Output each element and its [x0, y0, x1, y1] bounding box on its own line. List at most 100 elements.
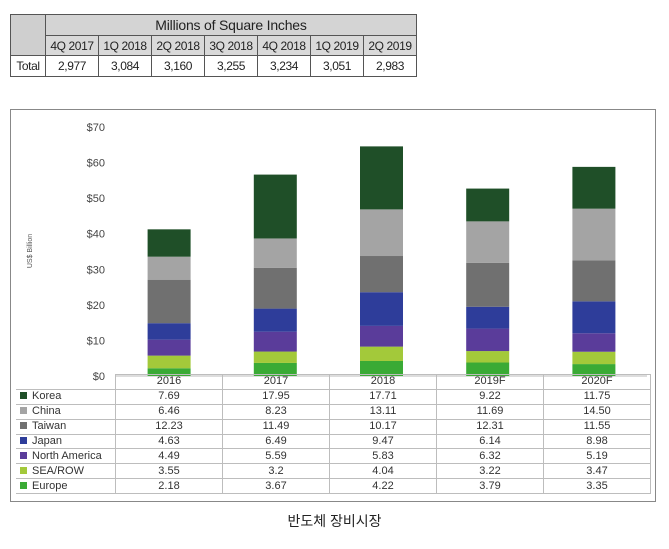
category-label: 2019F [436, 374, 544, 390]
quarterly-table: Millions of Square Inches 4Q 2017 1Q 2018… [10, 14, 417, 77]
row-label: Total [10, 55, 46, 77]
data-value-cell: 17.71 [329, 388, 437, 405]
bar-segment-japan [360, 292, 403, 326]
data-value-cell: 5.83 [329, 448, 437, 465]
bar-segment-north-america [147, 339, 191, 356]
total-value-cell: 2,977 [45, 55, 99, 77]
data-value-cell: 8.23 [222, 403, 330, 420]
data-value-cell: 11.55 [543, 418, 651, 435]
legend-entry: North America [16, 448, 116, 465]
legend-swatch [20, 481, 27, 489]
legend-label: Japan [32, 435, 62, 447]
quarter-header-cell: 1Q 2018 [98, 35, 152, 56]
bar-segment-taiwan [253, 267, 297, 309]
category-label: 2017 [222, 374, 330, 390]
bar-segment-korea [253, 174, 297, 239]
bar-segment-north-america [360, 325, 403, 347]
data-value-cell: 6.46 [115, 403, 223, 420]
bar-segment-europe [466, 362, 510, 376]
total-value-cell: 3,084 [98, 55, 152, 77]
bar-segment-taiwan [360, 256, 403, 293]
bar-segment-china [360, 209, 403, 257]
y-tick-label: $10 [87, 335, 105, 347]
bar-segment-taiwan [466, 262, 510, 307]
quarter-header-cell: 3Q 2018 [204, 35, 258, 56]
quarter-header-cell: 4Q 2017 [45, 35, 99, 56]
data-value-cell: 11.69 [436, 403, 544, 420]
legend-entry: China [16, 403, 116, 420]
bar-segment-japan [253, 308, 297, 332]
y-axis-label: US$ Billion [27, 234, 34, 268]
legend-label: SEA/ROW [32, 464, 84, 477]
data-value-cell: 12.23 [115, 418, 223, 435]
legend-swatch [20, 466, 27, 474]
bar-segment-china [147, 256, 191, 280]
data-value-cell: 6.49 [222, 433, 330, 450]
data-value-cell: 4.63 [115, 433, 223, 450]
data-value-cell: 6.14 [436, 433, 544, 450]
data-value-cell: 12.31 [436, 418, 544, 435]
category-label: 2016 [115, 374, 223, 390]
bar-segment-sea-row [253, 351, 297, 363]
data-value-cell: 3.2 [222, 463, 330, 480]
bar-segment-europe [147, 368, 191, 376]
data-value-cell: 3.55 [115, 463, 223, 480]
data-value-cell: 7.69 [115, 388, 223, 405]
data-value-cell: 3.47 [543, 463, 651, 480]
series-row: SEA/ROW 3.55 3.2 4.04 3.22 3.47 [16, 463, 651, 480]
y-tick-label: $60 [87, 158, 105, 170]
bar-segment-europe [572, 364, 616, 376]
legend-label: Korea [32, 390, 62, 403]
bar-segment-north-america [253, 331, 297, 352]
total-value-cell: 3,234 [257, 55, 311, 77]
data-table-header-row: 2016 2017 2018 2019F 2020F [16, 374, 651, 390]
bar-segment-japan [147, 323, 191, 340]
bar-segment-taiwan [147, 279, 191, 324]
y-tick-label: $70 [87, 122, 105, 134]
legend-entry: Korea [16, 388, 116, 405]
quarter-header-cell: 2Q 2019 [363, 35, 417, 56]
legend-label: Taiwan [32, 420, 67, 433]
series-row: Europe 2.18 3.67 4.22 3.79 3.35 [16, 478, 651, 495]
data-value-cell: 5.19 [543, 448, 651, 465]
data-value-cell: 3.22 [436, 463, 544, 480]
total-value-cell: 3,160 [151, 55, 205, 77]
legend-entry: SEA/ROW [16, 463, 116, 480]
bar-segment-china [572, 208, 616, 261]
bar-segment-sea-row [147, 355, 191, 369]
category-label: 2018 [329, 374, 437, 390]
data-value-cell: 11.49 [222, 418, 330, 435]
bar-segment-korea [360, 146, 403, 210]
bar-segment-japan [572, 301, 616, 334]
quarter-header-cell: 2Q 2018 [151, 35, 205, 56]
data-value-cell: 3.79 [436, 478, 544, 495]
data-value-cell: 10.17 [329, 418, 437, 435]
data-value-cell: 3.35 [543, 478, 651, 495]
data-value-cell: 6.32 [436, 448, 544, 465]
legend-entry: Japan [16, 433, 116, 450]
quarter-header-cell: 4Q 2018 [257, 35, 311, 56]
legend-swatch [20, 437, 27, 445]
quarter-header-cell: 1Q 2019 [310, 35, 364, 56]
total-value-cell: 3,051 [310, 55, 364, 77]
data-value-cell: 9.47 [329, 433, 437, 450]
bar-segment-europe [253, 362, 297, 376]
bar-segment-sea-row [360, 346, 403, 361]
data-table-corner [16, 374, 116, 390]
series-row: Japan 4.63 6.49 9.47 6.14 8.98 [16, 433, 651, 450]
y-tick-label: $40 [87, 229, 105, 241]
legend-swatch [20, 392, 27, 400]
bar-segment-korea [572, 166, 616, 209]
bar-segment-europe [360, 360, 403, 376]
figure-caption: 반도체 장비시장 [287, 513, 382, 529]
legend-label: China [32, 405, 61, 418]
data-value-cell: 9.22 [436, 388, 544, 405]
series-row: China 6.46 8.23 13.11 11.69 14.50 [16, 403, 651, 420]
series-row: Korea 7.69 17.95 17.71 9.22 11.75 [16, 388, 651, 405]
data-value-cell: 4.22 [329, 478, 437, 495]
chart-data-table: 2016 2017 2018 2019F 2020F Korea 7.69 17.95 17.… [16, 374, 651, 495]
y-tick-label: $30 [87, 264, 105, 276]
total-value-cell: 3,255 [204, 55, 258, 77]
legend-entry: Taiwan [16, 418, 116, 435]
series-row: North America 4.49 5.59 5.83 6.32 5.19 [16, 448, 651, 465]
